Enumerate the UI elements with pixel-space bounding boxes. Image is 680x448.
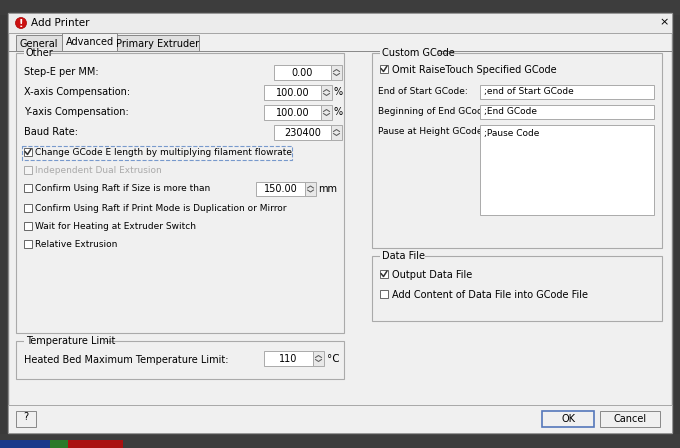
Text: Add Printer: Add Printer [31, 18, 90, 28]
Bar [380, 49, 438, 58]
Text: X-axis Compensation:: X-axis Compensation: [24, 87, 130, 97]
Text: mm: mm [318, 184, 337, 194]
Text: Wait for Heating at Extruder Switch: Wait for Heating at Extruder Switch [35, 222, 196, 231]
Text: ?: ? [23, 412, 29, 422]
Text: Other: Other [26, 48, 54, 58]
Bar [62, 33, 117, 51]
Text: OK: OK [561, 414, 575, 424]
Bar [0, 0, 680, 15]
Bar [8, 405, 672, 433]
Text: Confirm Using Raft if Print Mode is Duplication or Mirror: Confirm Using Raft if Print Mode is Dupl… [35, 204, 286, 213]
Text: Beginning of End GCode:: Beginning of End GCode: [378, 107, 491, 116]
Text: End of Start GCode:: End of Start GCode: [378, 87, 468, 96]
Text: 100.00: 100.00 [275, 108, 309, 117]
Bar [24, 184, 32, 192]
Bar [16, 411, 36, 427]
Bar [264, 85, 321, 100]
Bar [331, 65, 342, 80]
Bar [24, 204, 32, 212]
Bar [274, 125, 331, 140]
Bar [24, 148, 32, 156]
Text: 0.00: 0.00 [292, 68, 313, 78]
Text: Relative Extrusion: Relative Extrusion [35, 240, 118, 249]
Text: Omit RaiseTouch Specified GCode: Omit RaiseTouch Specified GCode [392, 65, 557, 75]
Bar [372, 53, 662, 248]
Text: %: % [334, 87, 343, 97]
Bar [321, 85, 332, 100]
Bar [480, 105, 654, 119]
Bar [117, 35, 199, 51]
Bar [256, 182, 305, 196]
Bar [0, 434, 680, 448]
Bar [305, 182, 316, 196]
Text: ×: × [660, 17, 668, 27]
Bar [380, 252, 424, 261]
Bar [380, 290, 388, 298]
Text: Heated Bed Maximum Temperature Limit:: Heated Bed Maximum Temperature Limit: [24, 355, 228, 365]
Text: Data File: Data File [382, 251, 425, 261]
Text: ;End GCode: ;End GCode [484, 107, 537, 116]
Bar [380, 270, 388, 278]
Bar [264, 351, 313, 366]
Text: Change GCode E length by multiplying filament flowrate: Change GCode E length by multiplying fil… [35, 148, 292, 157]
Text: Add Content of Data File into GCode File: Add Content of Data File into GCode File [392, 290, 588, 300]
Bar [321, 105, 332, 120]
Text: 150.00: 150.00 [264, 184, 297, 194]
Bar [16, 35, 62, 51]
Bar [50, 440, 68, 448]
Bar [313, 351, 324, 366]
Text: Custom GCode: Custom GCode [382, 48, 455, 58]
Text: 110: 110 [279, 353, 298, 363]
Text: ;Pause Code: ;Pause Code [484, 129, 539, 138]
Text: !: ! [19, 18, 23, 29]
Circle shape [16, 17, 27, 29]
Text: Cancel: Cancel [613, 414, 647, 424]
Bar [68, 440, 123, 448]
Bar [274, 65, 331, 80]
Text: Y-axis Compensation:: Y-axis Compensation: [24, 107, 129, 117]
Text: 230400: 230400 [284, 128, 321, 138]
Bar [24, 166, 32, 174]
Bar [380, 65, 388, 73]
Text: Baud Rate:: Baud Rate: [24, 127, 78, 137]
Text: Advanced: Advanced [65, 37, 114, 47]
Bar [331, 125, 342, 140]
Bar [372, 256, 662, 321]
Bar [24, 222, 32, 230]
Bar [22, 146, 292, 160]
Bar [24, 240, 32, 248]
Bar [0, 440, 50, 448]
Text: Step-E per MM:: Step-E per MM: [24, 67, 99, 77]
Text: ;end of Start GCode: ;end of Start GCode [484, 87, 574, 96]
Text: %: % [334, 107, 343, 117]
Bar [8, 13, 672, 33]
Bar [16, 341, 344, 379]
Bar [24, 337, 105, 346]
Bar [600, 411, 660, 427]
Text: Independent Dual Extrusion: Independent Dual Extrusion [35, 166, 162, 175]
Text: Primary Extruder: Primary Extruder [116, 39, 199, 49]
Text: 100.00: 100.00 [275, 87, 309, 98]
Bar [542, 411, 594, 427]
Text: Pause at Height GCode:: Pause at Height GCode: [378, 127, 486, 136]
Bar [480, 85, 654, 99]
Text: Temperature Limit: Temperature Limit [26, 336, 116, 346]
Text: Output Data File: Output Data File [392, 270, 472, 280]
Text: Confirm Using Raft if Size is more than: Confirm Using Raft if Size is more than [35, 184, 210, 193]
Bar [24, 49, 50, 58]
Bar [264, 105, 321, 120]
Text: °C: °C [327, 354, 339, 364]
Text: General: General [20, 39, 58, 49]
Bar [16, 53, 344, 333]
Bar [480, 125, 654, 215]
